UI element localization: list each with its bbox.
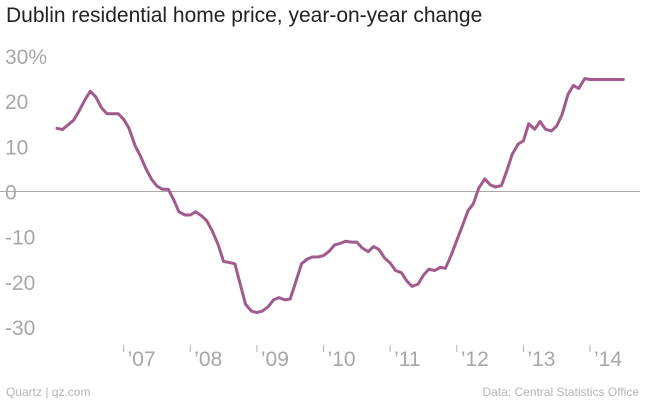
source-credit: Quartz | qz.com [6, 385, 91, 399]
x-axis-labels: ’07 ’08 ’09 ’10 ’11 ’12 ’13 ’14 [128, 348, 623, 371]
x-tick-label: ’08 [194, 348, 222, 371]
y-tick-label: 20 [5, 91, 28, 114]
y-tick-label: -30 [5, 317, 35, 340]
x-tick-label: ’07 [128, 348, 156, 371]
y-tick-label: 30% [5, 46, 47, 69]
chart-title: Dublin residential home price, year-on-y… [6, 4, 483, 27]
y-tick-label: -20 [5, 272, 35, 295]
y-tick-label: -10 [5, 227, 35, 250]
y-tick-label: 10 [5, 136, 28, 159]
x-tick-label: ’13 [527, 348, 555, 371]
series-line [55, 77, 625, 314]
x-tick-label: ’14 [594, 348, 622, 371]
y-axis-labels: 30% 20 10 0 -10 -20 -30 [5, 46, 47, 340]
x-axis-ticks [123, 345, 591, 352]
x-tick-label: ’10 [328, 348, 356, 371]
x-tick-label: ’12 [461, 348, 489, 371]
x-tick-label: ’09 [261, 348, 289, 371]
data-source: Data: Central Statistics Office [482, 385, 639, 399]
x-tick-label: ’11 [394, 348, 420, 371]
y-tick-label: 0 [5, 182, 17, 205]
